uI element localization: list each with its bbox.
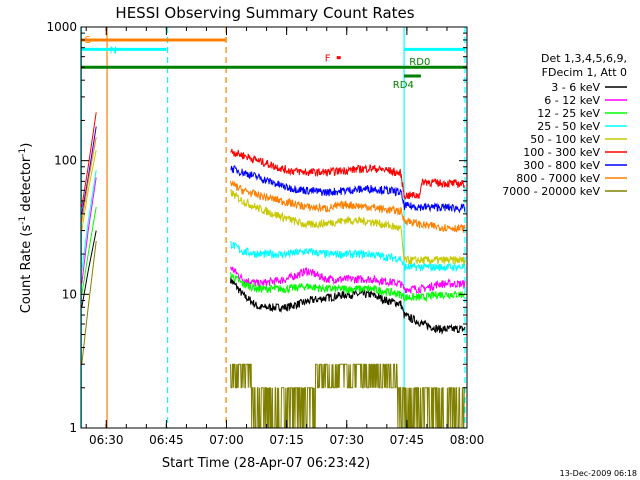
- flag-label-3: RD0: [409, 57, 430, 68]
- series-line-3: [230, 240, 466, 273]
- axes: 06:30 06:45 07:00 07:15 07:30 07:45 08:00 1 10 10…: [46, 20, 484, 447]
- legend-label-6: 300 - 800 keV: [523, 159, 600, 172]
- legend-header-0: Det 1,3,4,5,6,9,: [541, 52, 627, 65]
- series-early-5: [81, 112, 97, 208]
- series-early-7: [81, 137, 97, 222]
- legend-label-2: 12 - 25 keV: [537, 107, 600, 120]
- flag-label-4: RD4: [393, 80, 414, 91]
- series-early-4: [81, 150, 97, 231]
- flag-label-1: N: [110, 45, 117, 56]
- y-axis-label: Count Rate (s-1 detector-1): [18, 143, 34, 314]
- legend-label-7: 800 - 7000 keV: [516, 172, 600, 185]
- flag-label-2: F: [325, 54, 331, 65]
- x-tick-label-4: 07:30: [329, 433, 364, 447]
- series-line-1: [230, 266, 466, 295]
- y-tick-label-1: 10: [62, 287, 77, 301]
- x-tick-label-5: 07:45: [390, 433, 425, 447]
- x-tick-label-2: 07:00: [209, 433, 244, 447]
- x-tick-label-3: 07:15: [269, 433, 304, 447]
- legend-label-0: 3 - 6 keV: [551, 81, 600, 94]
- series-line-6: [230, 165, 466, 214]
- series-early-0: [81, 230, 97, 308]
- legend-label-3: 25 - 50 keV: [537, 120, 600, 133]
- y-tick-label-2: 100: [54, 154, 77, 168]
- series-early-2: [81, 206, 97, 295]
- x-tick-label-6: 08:00: [450, 433, 485, 447]
- footer-date: 13-Dec-2009 06:18: [560, 469, 637, 478]
- legend-label-8: 7000 - 20000 keV: [502, 185, 600, 198]
- x-tick-label-1: 06:45: [149, 433, 184, 447]
- series-line-5: [230, 148, 466, 201]
- series-early-8: [81, 241, 97, 365]
- series-line-8: [230, 363, 465, 428]
- y-tick-label-3: 1000: [46, 20, 77, 34]
- series-early-6: [81, 126, 97, 214]
- x-axis-label: Start Time (28-Apr-07 06:23:42): [162, 456, 370, 471]
- legend-header-1: FDecim 1, Att 0: [542, 66, 627, 79]
- flag-label-0: S: [85, 35, 91, 46]
- y-tick-label-0: 1: [69, 421, 77, 435]
- legend-label-4: 50 - 100 keV: [530, 133, 600, 146]
- legend-label-5: 100 - 300 keV: [523, 146, 600, 159]
- plot-area: S N F RD0 RD4: [81, 27, 467, 428]
- series-line-4: [230, 189, 466, 266]
- x-tick-label-0: 06:30: [89, 433, 124, 447]
- plot-frame: [80, 26, 468, 429]
- series-line-2: [230, 271, 466, 302]
- chart-title: HESSI Observing Summary Count Rates: [115, 4, 414, 22]
- legend-label-1: 6 - 12 keV: [544, 94, 600, 107]
- series-line-0: [230, 276, 466, 335]
- series-line-7: [230, 180, 466, 233]
- series-early-1: [81, 177, 97, 284]
- plot-clip-group: S N F RD0 RD4: [81, 27, 467, 428]
- legend: Det 1,3,4,5,6,9,FDecim 1, Att 0 3 - 6 keV…: [502, 52, 627, 198]
